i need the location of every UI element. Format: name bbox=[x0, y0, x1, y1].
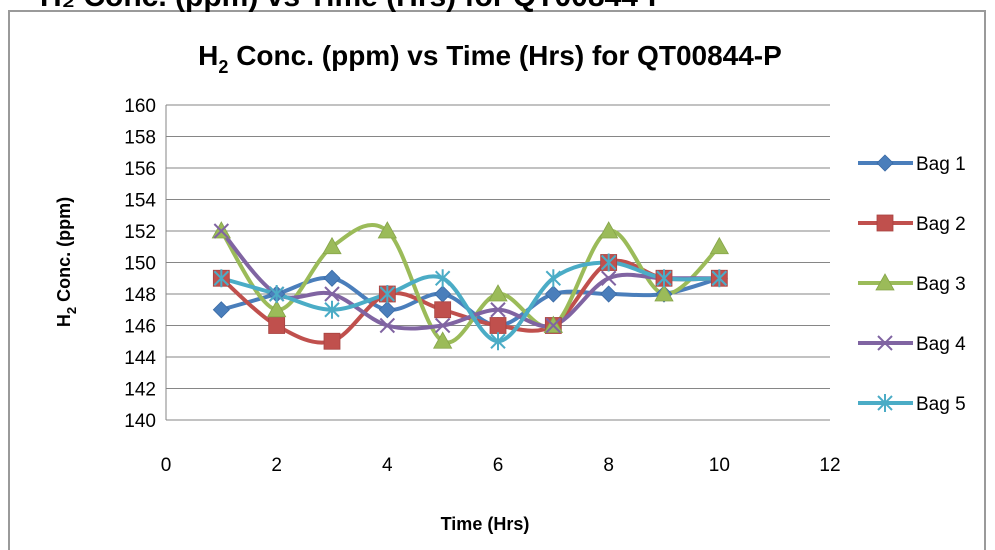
series-2-point-5 bbox=[434, 301, 452, 319]
series-4-point-3 bbox=[324, 286, 340, 302]
x-tick-label-0: 0 bbox=[161, 455, 172, 476]
y-tick-label-152: 152 bbox=[124, 222, 156, 243]
series-4-point-6-stroke-b bbox=[490, 302, 506, 318]
series-line-5 bbox=[220, 260, 720, 344]
x-tick-labels: 0 2 4 6 8 10 12 bbox=[161, 455, 841, 476]
legend-label-1: Bag 1 bbox=[916, 154, 966, 175]
series-3-point-2 bbox=[266, 299, 287, 318]
x-tick-label-10: 10 bbox=[709, 455, 730, 476]
series-4-point-5-stroke-b bbox=[434, 317, 451, 334]
series-3-point-9 bbox=[654, 284, 674, 302]
y-tick-label-140: 140 bbox=[124, 411, 156, 432]
series-lines bbox=[219, 223, 721, 345]
y-tick-label-156: 156 bbox=[124, 159, 156, 180]
x-tick-label-2: 2 bbox=[271, 455, 282, 476]
series-3-point-10 bbox=[709, 236, 730, 255]
series-5-point-2 bbox=[268, 285, 285, 303]
x-tick-label-4: 4 bbox=[382, 455, 393, 476]
series-4-point-4-stroke-b bbox=[379, 317, 396, 334]
x-tick-label-8: 8 bbox=[603, 455, 614, 476]
y-tick-label-146: 146 bbox=[124, 317, 156, 338]
clipped-top-title: H₂ Conc. (ppm) vs Time (Hrs) for QT00844… bbox=[40, 0, 668, 13]
series-4-point-5 bbox=[434, 317, 451, 334]
series-2-point-2 bbox=[268, 317, 286, 334]
y-tick-label-160: 160 bbox=[124, 96, 156, 117]
chart-frame bbox=[8, 10, 986, 550]
series-5-point-3 bbox=[324, 300, 340, 319]
x-axis-title: Time (Hrs) bbox=[441, 514, 530, 534]
series-4-point-3-stroke-b bbox=[324, 286, 340, 302]
series-5-point-6 bbox=[490, 332, 506, 351]
legend-label-3: Bag 3 bbox=[916, 274, 966, 295]
series-5-point-5 bbox=[434, 269, 451, 288]
series-1-point-4 bbox=[378, 301, 396, 319]
y-tick-label-142: 142 bbox=[124, 380, 156, 401]
y-axis-title-rest: Conc. (ppm) bbox=[54, 197, 74, 307]
series-3-point-8 bbox=[598, 221, 619, 239]
legend-marker-1 bbox=[876, 154, 894, 172]
legend-marker-2 bbox=[876, 214, 894, 232]
series-4-point-4 bbox=[379, 317, 396, 334]
series-3-point-5 bbox=[432, 331, 453, 349]
series-2-point-3 bbox=[323, 332, 341, 350]
series-1-point-5 bbox=[434, 285, 452, 303]
legend-label-4: Bag 4 bbox=[916, 334, 966, 355]
series-2-point-6 bbox=[489, 317, 507, 334]
series-4-point-6 bbox=[490, 302, 506, 318]
series-1-point-1 bbox=[212, 301, 230, 319]
legend-marker-4 bbox=[877, 335, 893, 351]
series-markers bbox=[211, 221, 730, 351]
legend-marker-4-stroke-b bbox=[877, 335, 893, 351]
legend-label-5: Bag 5 bbox=[916, 394, 966, 415]
y-axis-title-sub: 2 bbox=[64, 307, 79, 314]
legend-label-2: Bag 2 bbox=[916, 214, 966, 235]
series-5-point-9 bbox=[656, 269, 672, 288]
series-1-point-7 bbox=[544, 285, 562, 303]
series-4-point-1 bbox=[213, 223, 230, 239]
series-line-3 bbox=[219, 223, 721, 345]
legend: Bag 1 Bag 2 Bag 3 Bag 4 Bag 5 bbox=[858, 154, 966, 415]
chart-title-rest: Conc. (ppm) vs Time (Hrs) for QT00844-P bbox=[228, 40, 781, 71]
series-4-point-7-stroke-b bbox=[545, 317, 562, 334]
series-5-point-7 bbox=[545, 269, 562, 288]
series-line-4 bbox=[219, 229, 720, 331]
y-axis-title: H2 Conc. (ppm) bbox=[54, 197, 79, 327]
legend-marker-5 bbox=[877, 394, 893, 412]
series-5-point-4 bbox=[379, 285, 396, 303]
x-tick-label-6: 6 bbox=[493, 455, 504, 476]
series-4-point-1-stroke-b bbox=[213, 223, 230, 239]
y-tick-label-150: 150 bbox=[124, 254, 156, 275]
series-1-point-8 bbox=[600, 285, 618, 303]
y-tick-label-144: 144 bbox=[124, 348, 156, 369]
series-3-point-3 bbox=[322, 236, 342, 255]
series-4-point-8 bbox=[600, 270, 617, 286]
chart-title-main: H bbox=[198, 40, 218, 71]
y-tick-label-158: 158 bbox=[124, 128, 156, 149]
y-tick-label-154: 154 bbox=[124, 191, 156, 212]
y-tick-label-148: 148 bbox=[124, 285, 156, 306]
series-3-point-6 bbox=[488, 284, 508, 302]
x-tick-label-12: 12 bbox=[819, 455, 840, 476]
legend-marker-3 bbox=[875, 273, 895, 291]
series-4-point-8-stroke-b bbox=[600, 270, 617, 286]
series-4-point-7 bbox=[545, 317, 562, 334]
y-axis-title-main: H bbox=[54, 314, 74, 327]
series-1-point-3 bbox=[323, 269, 341, 287]
series-5-point-10 bbox=[711, 269, 728, 288]
chart-title-sub: 2 bbox=[218, 57, 228, 77]
chart-title: H2 Conc. (ppm) vs Time (Hrs) for QT00844… bbox=[198, 40, 782, 77]
y-tick-labels: 140 142 144 146 148 150 152 154 156 158 160 bbox=[124, 96, 156, 432]
series-5-point-1 bbox=[213, 269, 230, 288]
series-5-point-8 bbox=[600, 253, 617, 272]
series-3-point-4 bbox=[377, 221, 398, 239]
